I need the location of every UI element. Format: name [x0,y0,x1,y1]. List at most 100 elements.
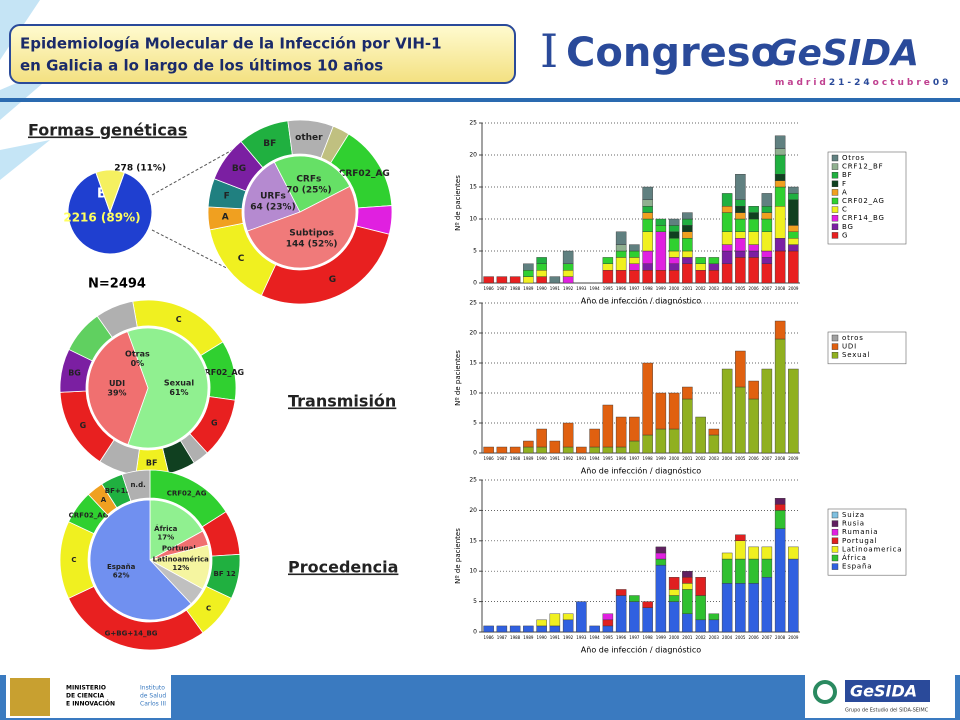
x-tick-label: 1987 [497,635,508,640]
slice-label: Subtipos [289,229,334,239]
bar-segment [735,257,746,284]
legend-swatch [831,529,839,536]
legend-label: Rumania [842,528,878,536]
x-tick-label: 1987 [497,286,508,291]
bar-segment [668,231,680,239]
bar-segment [735,199,746,207]
section-title: Formas genéticas [28,121,187,140]
bar-segment [761,368,773,454]
bar-segment [721,263,733,284]
x-tick-label: 1994 [590,635,601,640]
x-axis-label: Año de infección / diagnóstico [581,296,701,306]
legend-swatch [831,511,839,519]
bar-segment [642,250,653,265]
y-tick-label: 20 [469,330,477,337]
x-tick-label: 1998 [643,286,654,291]
x-axis-label: Año de infección / diagnóstico [581,466,701,476]
legend-label: CRF12_BF [842,163,883,171]
bar-segment [695,263,706,271]
slice [89,499,192,621]
footer-logo-box [845,680,930,702]
y-tick-label: 15 [469,360,477,367]
x-tick-label: 1993 [576,635,587,640]
x-tick-label: 1995 [603,286,614,291]
bar-segment [682,589,693,614]
bar-segment [774,528,786,633]
x-tick-label: 1999 [656,635,667,640]
legend-swatch [831,537,839,544]
bar-segment [774,504,786,511]
bar-segment [523,263,534,271]
y-tick-label: 5 [473,248,477,255]
bar-segment [615,244,627,252]
x-tick-label: 2004 [722,456,733,461]
slice-label: other [295,133,323,143]
x-tick-label: 1994 [590,286,601,291]
x-tick-label: 2007 [762,286,773,291]
bar-segment [735,205,746,213]
x-tick-label: 1986 [484,286,495,291]
bar-segment [682,263,693,284]
x-tick-label: 1996 [616,286,627,291]
legend-swatch [831,223,839,231]
x-tick-label: 2003 [709,635,720,640]
slice-label: C [71,556,76,564]
slice-label: Portugal [162,545,196,553]
x-tick-label: 2002 [696,635,707,640]
bar-segment [655,564,667,633]
y-axis-label: Nº de pacientes [454,175,462,231]
slice [126,327,209,449]
x-tick-label: 2004 [722,286,733,291]
bar-segment [682,212,693,220]
header-title: Epidemiología Molecular de la Infección … [20,35,442,53]
bar-segment [774,154,786,175]
bar-segment [708,434,720,454]
legend-box [827,151,907,245]
bar-segment [655,392,667,430]
bar-segment [655,218,667,226]
bar-segment [682,231,693,239]
bar-segment [761,558,773,578]
x-tick-label: 1992 [563,456,574,461]
header-box [9,24,516,84]
slice-label: A [101,496,107,504]
legend-label: F [842,180,847,188]
x-tick-label: 2008 [775,456,786,461]
bar-segment [761,257,773,264]
bar-segment [615,250,627,258]
bar-segment [615,416,627,448]
bar-segment [774,173,786,181]
x-tick-label: 1998 [643,635,654,640]
slice-label: G+BG+14_BG [105,630,158,638]
bar-segment [695,619,706,633]
bar-segment [668,225,680,232]
x-tick-label: 1992 [563,635,574,640]
bar-segment [668,237,680,252]
bar-segment [695,270,706,284]
legend-swatch [831,214,839,222]
bar-segment [695,577,706,596]
bar-segment [695,416,706,454]
legend-label: otros [842,334,864,342]
x-tick-label: 2003 [709,286,720,291]
y-tick-label: 5 [473,420,477,427]
logo-brand: GeSIDA [768,33,919,74]
bar-segment [549,613,561,627]
legend-label: Suiza [842,511,865,519]
slice-label: Sexual [164,379,194,388]
y-tick-label: 0 [473,280,477,287]
slice-label: G [80,421,87,430]
slice-label: G [329,275,336,285]
bar-segment [774,320,786,340]
y-tick-label: 0 [473,629,477,636]
bar-segment [642,607,653,633]
y-tick-label: 10 [469,216,477,223]
y-axis-label: Nº de pacientes [454,350,462,406]
legend-label: A [842,188,848,196]
legend-label: Rusia [842,520,865,528]
bar-segment [602,446,614,454]
y-tick-label: 25 [469,120,477,127]
bar-segment [788,225,799,232]
header-rule [0,98,960,102]
y-tick-label: 25 [469,477,477,484]
